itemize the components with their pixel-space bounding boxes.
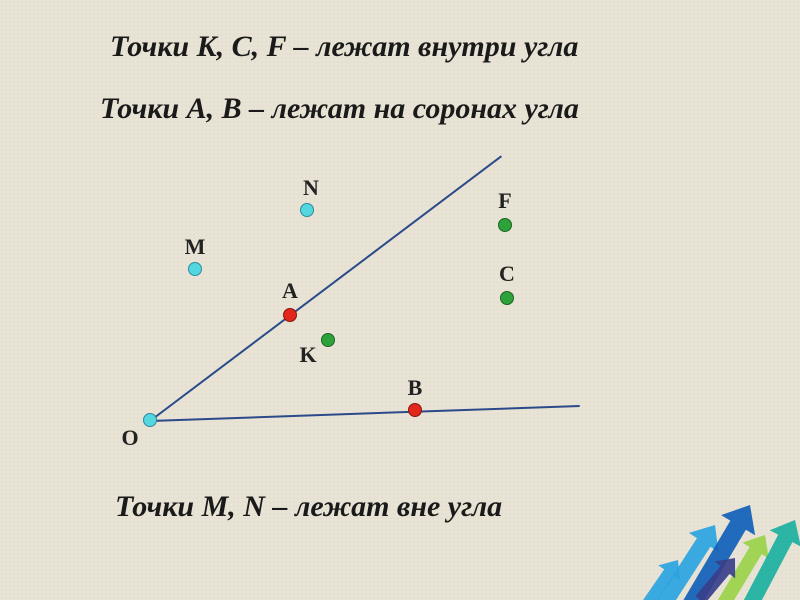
point-C	[500, 291, 514, 305]
decorative-arrows	[600, 480, 800, 600]
label-O: O	[121, 425, 138, 451]
point-O	[143, 413, 157, 427]
label-C: C	[499, 261, 515, 287]
label-A: A	[282, 278, 298, 304]
point-N	[300, 203, 314, 217]
point-K	[321, 333, 335, 347]
point-F	[498, 218, 512, 232]
label-B: B	[408, 375, 423, 401]
point-A	[283, 308, 297, 322]
label-F: F	[498, 188, 511, 214]
label-K: K	[299, 342, 316, 368]
point-B	[408, 403, 422, 417]
label-N: N	[303, 175, 319, 201]
ray-upper	[149, 155, 502, 421]
ray-lower	[150, 405, 580, 422]
point-M	[188, 262, 202, 276]
arrows-svg	[600, 480, 800, 600]
label-M: M	[185, 234, 206, 260]
